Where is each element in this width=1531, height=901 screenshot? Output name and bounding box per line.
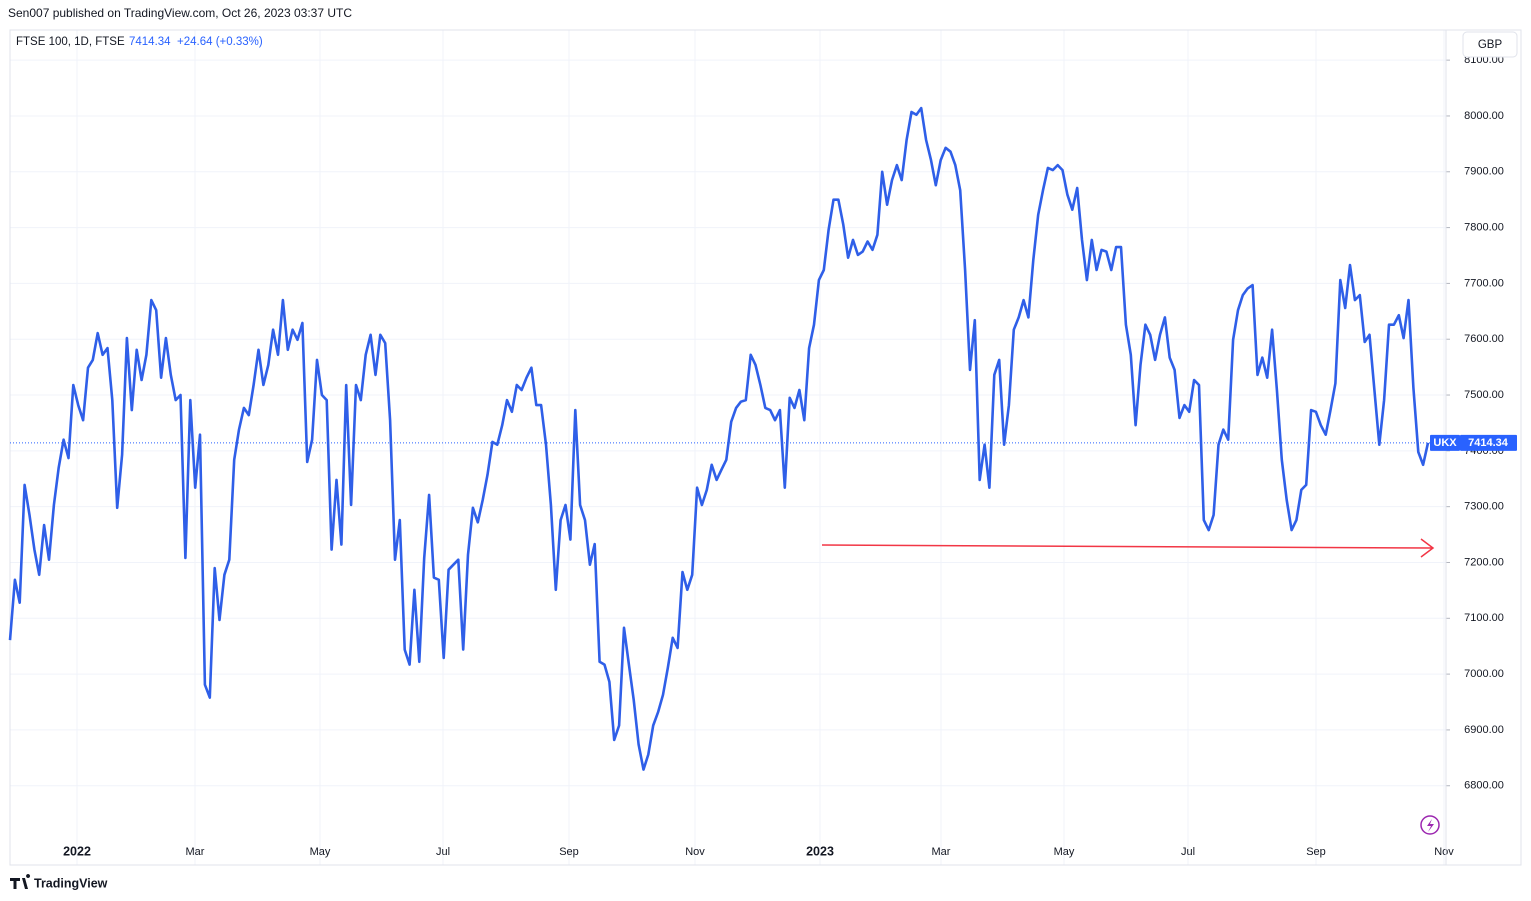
last-price-header: 7414.34 xyxy=(129,36,171,48)
price-tag xyxy=(1460,434,1517,451)
y-tick-label: 7800.00 xyxy=(1464,221,1504,233)
change-header: +24.64 (+0.33%) xyxy=(177,36,263,48)
x-tick-label: May xyxy=(1054,846,1075,858)
y-tick-label: 7000.00 xyxy=(1464,668,1504,680)
y-tick-label: 7900.00 xyxy=(1464,166,1504,178)
x-tick-label: Sep xyxy=(559,846,579,858)
brand-logo xyxy=(10,874,31,889)
y-tick-label: 7600.00 xyxy=(1464,333,1504,345)
x-tick-label: May xyxy=(310,846,331,858)
chart-title: FTSE 100, 1D, FTSE xyxy=(16,36,125,48)
y-tick-label: 7500.00 xyxy=(1464,389,1504,401)
price-line xyxy=(8,106,1430,771)
currency-label: GBP xyxy=(1478,39,1503,51)
x-tick-label: 2022 xyxy=(63,844,91,858)
brand: TradingView xyxy=(34,876,108,890)
publisher: Sen007 published on TradingView.com, Oct… xyxy=(8,6,352,20)
y-tick-label: 7200.00 xyxy=(1464,556,1504,568)
symbol-tag xyxy=(1430,434,1460,451)
y-tick-label: 7300.00 xyxy=(1464,501,1504,513)
y-tick-label: 7100.00 xyxy=(1464,612,1504,624)
y-tick-label: 8000.00 xyxy=(1464,110,1504,122)
annotation-arrow xyxy=(821,538,1435,558)
y-tick-label: 6800.00 xyxy=(1464,780,1504,792)
x-tick-label: 2023 xyxy=(806,844,834,858)
x-tick-label: Jul xyxy=(1181,846,1195,858)
price-tag-label: 7414.34 xyxy=(1468,437,1509,449)
plot xyxy=(8,106,1430,771)
price-tags: UKX 7414.34 xyxy=(1430,434,1517,451)
x-tick-label: Nov xyxy=(1434,846,1454,858)
x-tick-label: Nov xyxy=(685,846,705,858)
currency-button[interactable] xyxy=(1462,31,1518,58)
x-tick-label: Mar xyxy=(932,846,951,858)
y-tick-label: 7700.00 xyxy=(1464,277,1504,289)
symbol-tag-label: UKX xyxy=(1433,437,1457,449)
x-tick-label: Sep xyxy=(1306,846,1326,858)
chart-frame xyxy=(9,29,1522,866)
x-tick-label: Mar xyxy=(186,846,205,858)
y-tick-label: 6900.00 xyxy=(1464,724,1504,736)
alert-icon-bolt xyxy=(1427,819,1434,832)
x-tick-label: Jul xyxy=(436,846,450,858)
